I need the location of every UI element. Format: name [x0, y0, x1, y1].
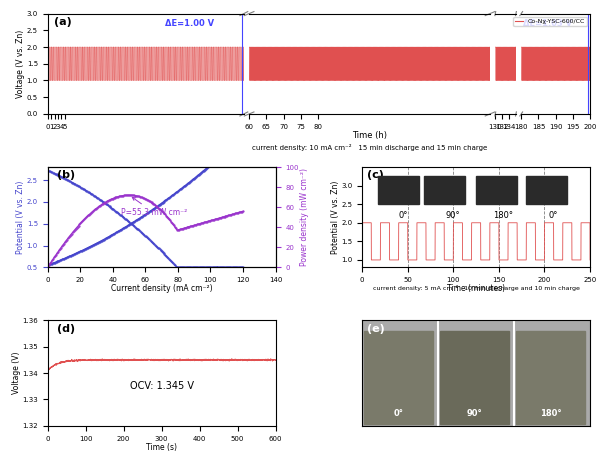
Y-axis label: Voltage (V vs. Zn): Voltage (V vs. Zn): [16, 29, 25, 98]
Text: 0°: 0°: [399, 211, 408, 220]
Text: ΔE=1.03 V: ΔE=1.03 V: [523, 19, 572, 28]
Text: (c): (c): [367, 170, 384, 180]
Text: 0°: 0°: [549, 211, 558, 220]
Text: (d): (d): [57, 323, 75, 333]
FancyBboxPatch shape: [424, 176, 465, 204]
FancyBboxPatch shape: [526, 176, 567, 204]
Legend: Co-Nχ-YSC-600/CC: Co-Nχ-YSC-600/CC: [513, 17, 587, 26]
Y-axis label: Potential (V vs. Zn): Potential (V vs. Zn): [331, 180, 340, 254]
Text: 90°: 90°: [446, 211, 461, 220]
Text: current density: 5 mA cm⁻²   10 min discharge and 10 min charge: current density: 5 mA cm⁻² 10 min discha…: [372, 285, 579, 291]
Y-axis label: Power density (mW cm⁻²): Power density (mW cm⁻²): [300, 168, 309, 266]
FancyBboxPatch shape: [378, 176, 419, 204]
Text: (a): (a): [54, 17, 72, 27]
Text: 90°: 90°: [467, 409, 482, 418]
Text: 180°: 180°: [493, 211, 513, 220]
Y-axis label: Potential (V vs. Zn): Potential (V vs. Zn): [16, 180, 25, 254]
Text: (e): (e): [367, 323, 384, 333]
Text: 180°: 180°: [540, 409, 561, 418]
X-axis label: Time (s): Time (s): [146, 443, 177, 452]
Text: (b): (b): [57, 170, 75, 180]
X-axis label: Time (minutes): Time (minutes): [447, 284, 505, 294]
Text: current density: 10 mA cm⁻²   15 min discharge and 15 min charge: current density: 10 mA cm⁻² 15 min disch…: [252, 144, 487, 151]
X-axis label: Time (h): Time (h): [352, 131, 387, 140]
X-axis label: Current density (mA cm⁻²): Current density (mA cm⁻²): [111, 284, 212, 294]
Text: ΔE=1.00 V: ΔE=1.00 V: [165, 19, 215, 28]
Text: P=55.3 mW cm⁻²: P=55.3 mW cm⁻²: [121, 198, 187, 217]
FancyBboxPatch shape: [476, 176, 517, 204]
Y-axis label: Voltage (V): Voltage (V): [12, 352, 21, 395]
Text: OCV: 1.345 V: OCV: 1.345 V: [129, 381, 194, 391]
Text: 0°: 0°: [393, 409, 403, 418]
